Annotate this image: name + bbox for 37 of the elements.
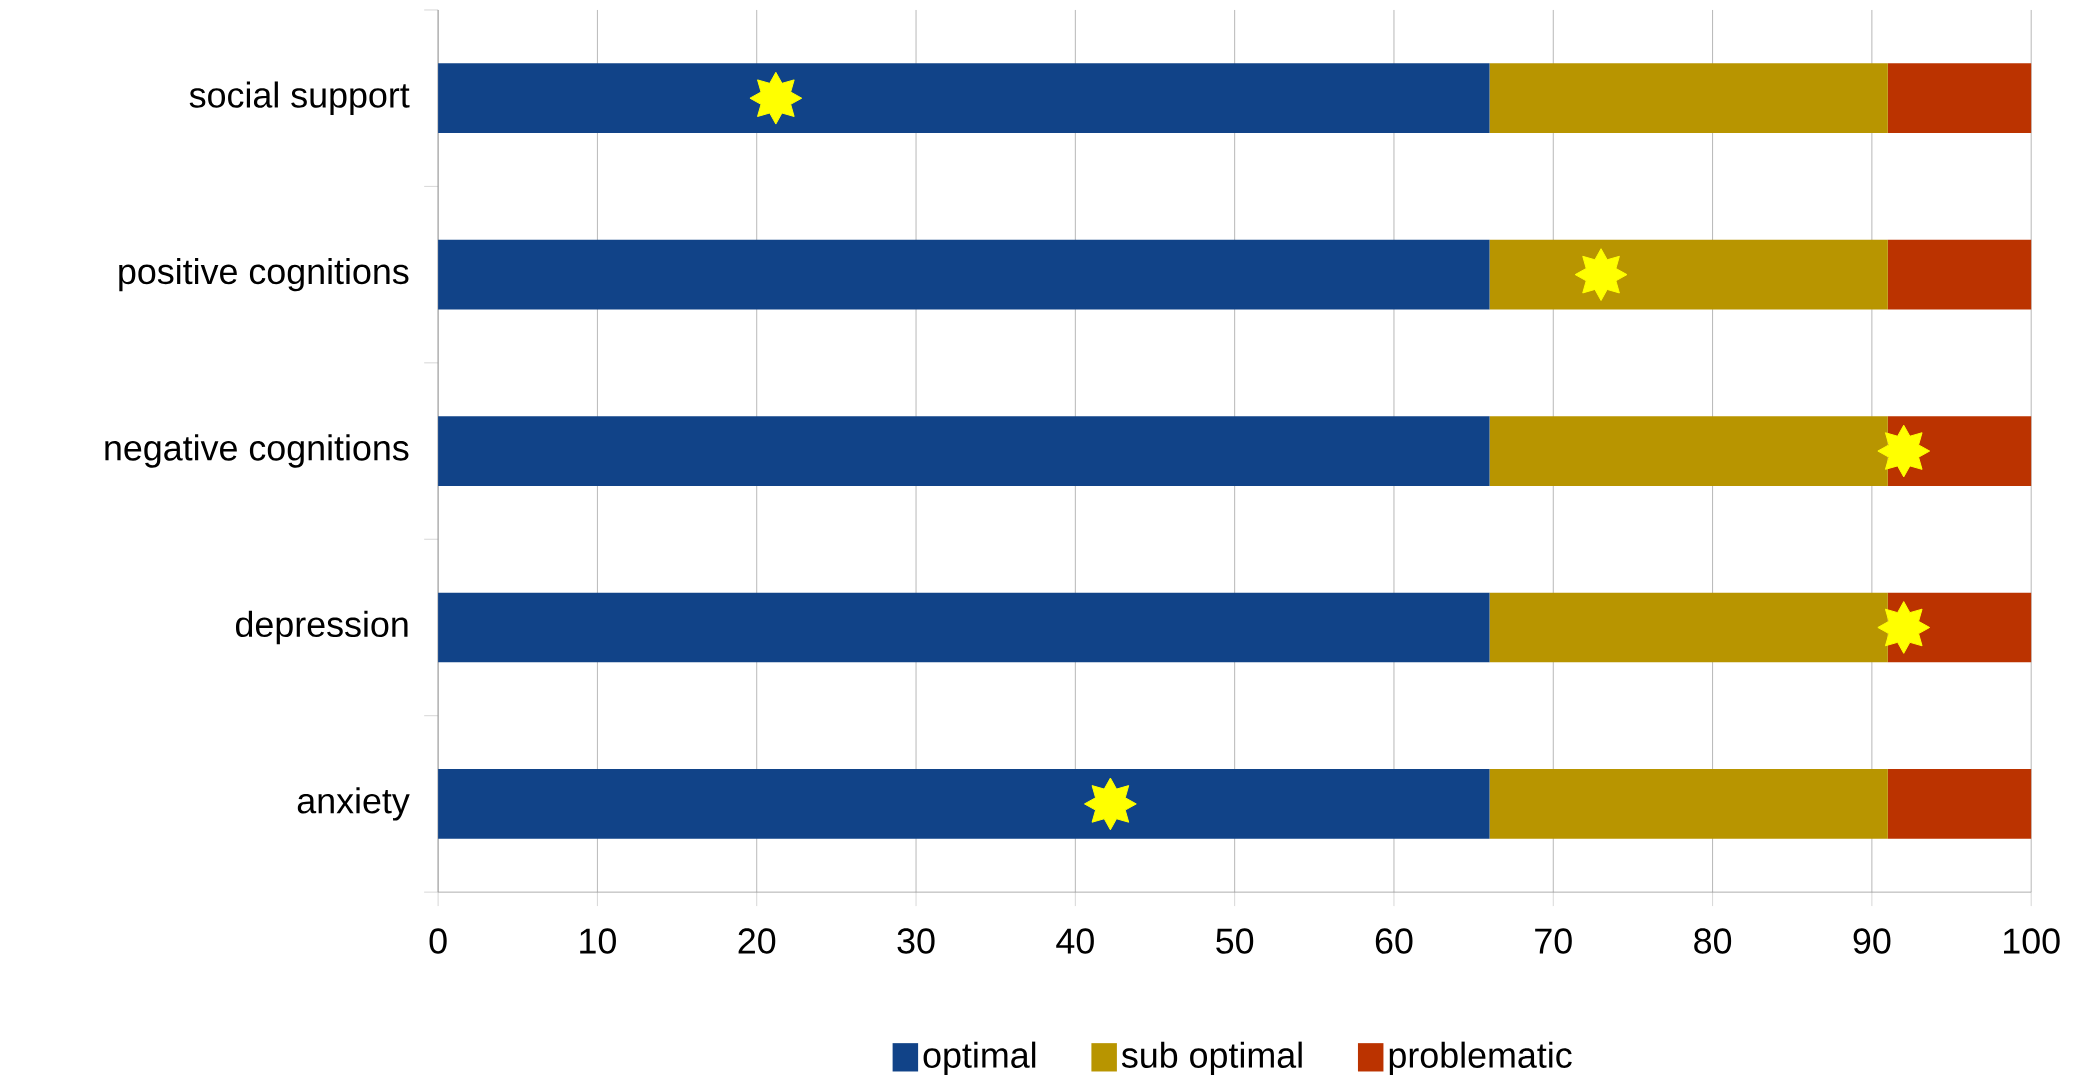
x-tick-label: 20 xyxy=(738,928,776,954)
point xyxy=(749,71,803,125)
x-tick-label: 40 xyxy=(1056,928,1094,954)
bar xyxy=(438,416,1490,486)
y-tick-label: social support xyxy=(189,81,410,115)
legend-label: problematic xyxy=(1389,1041,1572,1075)
x-tick-label: 90 xyxy=(1853,928,1891,954)
bar xyxy=(1887,239,2032,310)
x-tick-label: 50 xyxy=(1216,928,1254,954)
bar xyxy=(1489,239,1888,310)
y-tick-label: negative cognitions xyxy=(105,434,409,468)
x-tick-label: 60 xyxy=(1375,928,1413,954)
point xyxy=(1084,777,1137,831)
bar xyxy=(438,63,1490,133)
x-tick-label: 30 xyxy=(897,928,935,954)
x-tick-label: 100 xyxy=(2004,928,2060,954)
bar xyxy=(1887,768,2032,839)
point xyxy=(1877,600,1931,654)
bar xyxy=(1887,63,2032,133)
y-tick-label: anxiety xyxy=(297,787,410,821)
bar xyxy=(1489,768,1888,839)
legend-label: sub optimal xyxy=(1121,1041,1302,1075)
x-tick-label: 80 xyxy=(1694,928,1732,954)
legend-label: optimal xyxy=(923,1041,1036,1075)
point xyxy=(1877,424,1931,478)
bar xyxy=(438,768,1490,839)
x-tick-label: 10 xyxy=(580,928,616,954)
bar xyxy=(1489,63,1888,133)
bar xyxy=(438,592,1490,663)
point xyxy=(1574,248,1628,301)
y-tick-label: positive cognitions xyxy=(119,257,409,292)
y-tick-label: depression xyxy=(235,610,408,645)
bar xyxy=(1489,592,1888,663)
x-tick-label: 0 xyxy=(429,928,447,954)
x-tick-label: 70 xyxy=(1535,928,1572,954)
bar xyxy=(438,239,1490,310)
bar xyxy=(1489,416,1888,486)
